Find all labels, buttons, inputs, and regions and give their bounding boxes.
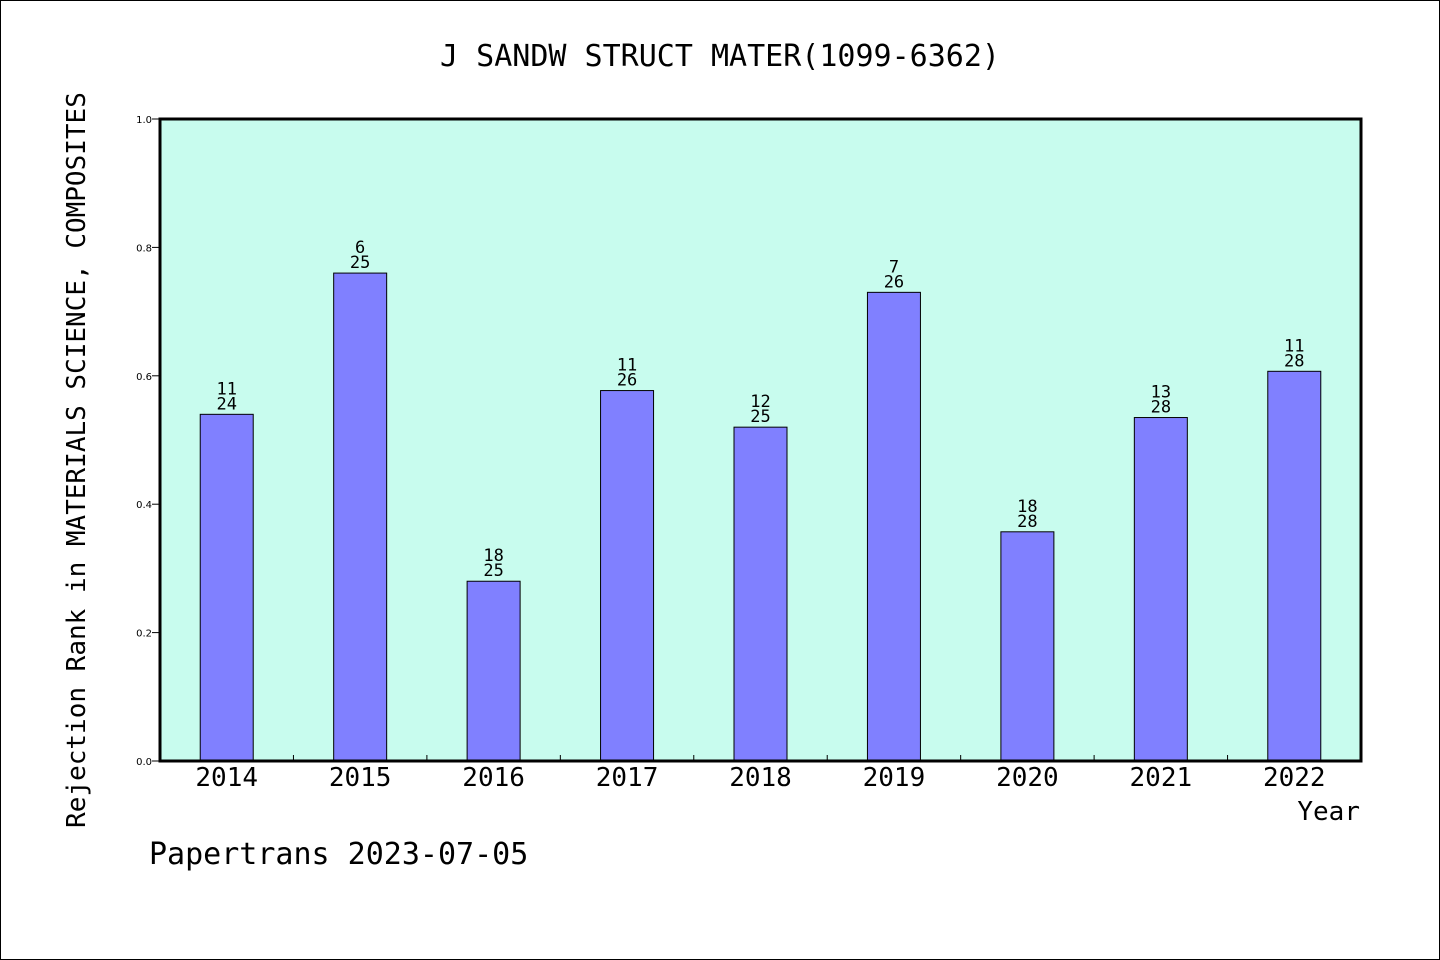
y-axis-label: Rejection Rank in MATERIALS SCIENCE, COM… xyxy=(62,92,92,828)
bar-2021 xyxy=(1134,418,1187,761)
chart-title: J SANDW STRUCT MATER(1099-6362) xyxy=(440,39,1000,74)
x-tick-label: 2021 xyxy=(1130,763,1193,793)
x-axis-label: Year xyxy=(1297,797,1360,827)
bar-2022 xyxy=(1268,371,1321,761)
y-axis: 0.0 0.2 0.4 0.6 0.8 1.0 xyxy=(136,115,160,768)
bar-2019 xyxy=(867,292,920,761)
footer-credit: Papertrans 2023-07-05 xyxy=(149,837,528,872)
x-tick-label: 2018 xyxy=(729,763,792,793)
bar-label-denominator: 26 xyxy=(884,272,904,292)
x-tick-label: 2017 xyxy=(596,763,659,793)
y-tick-label: 0.4 xyxy=(136,500,152,511)
x-tick-label: 2016 xyxy=(462,763,525,793)
bar-label-denominator: 28 xyxy=(1284,351,1304,371)
bar-2020 xyxy=(1001,532,1054,761)
bar-label-denominator: 25 xyxy=(350,253,370,273)
x-tick-label: 2015 xyxy=(329,763,392,793)
x-tick-label: 2020 xyxy=(996,763,1059,793)
bar-2017 xyxy=(601,391,654,761)
bar-label-denominator: 26 xyxy=(617,371,637,391)
x-tick-label: 2022 xyxy=(1263,763,1326,793)
y-tick-label: 0.8 xyxy=(136,243,152,254)
x-tick-label: 2014 xyxy=(195,763,258,793)
bar-label-denominator: 28 xyxy=(1151,398,1171,418)
bar-2014 xyxy=(200,414,253,761)
y-tick-label: 0.2 xyxy=(136,629,152,640)
bar-2016 xyxy=(467,581,520,761)
bar-label-denominator: 28 xyxy=(1017,512,1037,532)
bar-label-denominator: 25 xyxy=(483,561,503,581)
bar-2015 xyxy=(334,273,387,761)
y-tick-label: 0.6 xyxy=(136,372,152,383)
y-tick-label: 1.0 xyxy=(136,115,152,126)
bar-label-denominator: 25 xyxy=(750,407,770,427)
bar-2018 xyxy=(734,427,787,761)
bar-label-denominator: 24 xyxy=(216,394,236,414)
x-tick-label: 2019 xyxy=(863,763,926,793)
y-tick-label: 0.0 xyxy=(136,757,152,768)
